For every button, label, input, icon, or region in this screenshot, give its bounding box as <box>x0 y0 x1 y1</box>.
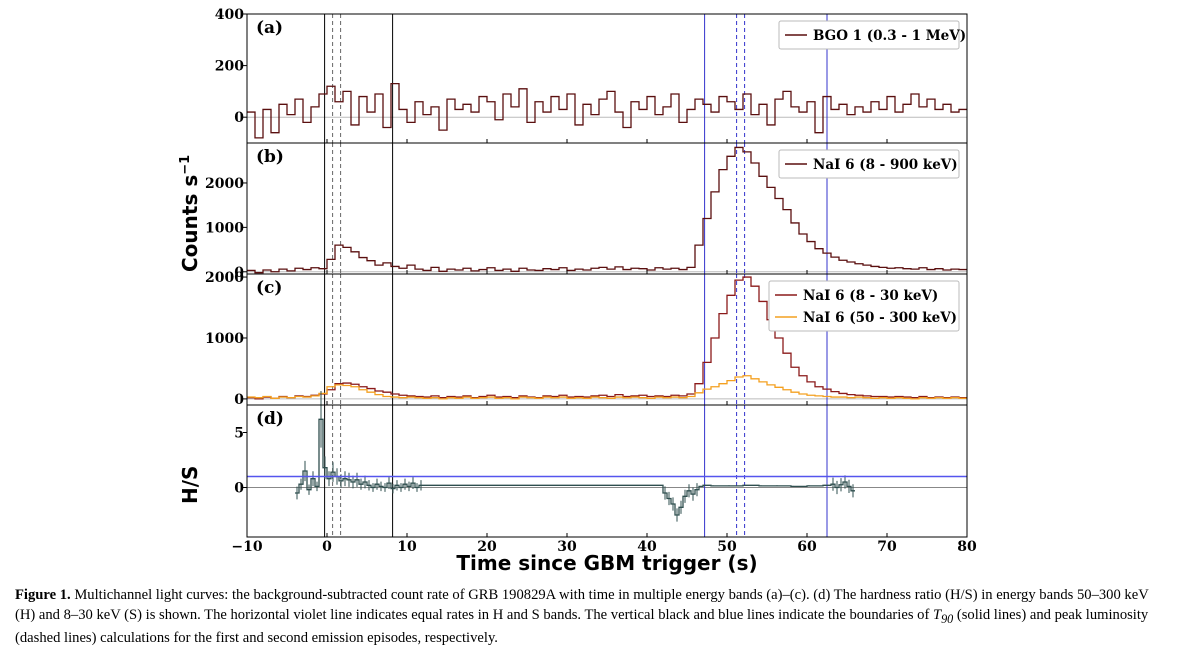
x-tick-label: 30 <box>557 539 577 555</box>
y-tick-label: 1000 <box>205 220 244 236</box>
panel-label: (c) <box>256 278 282 298</box>
caption-text-2: (solid lines) and peak luminosity (dashe… <box>15 606 1149 646</box>
panel-frame <box>246 404 968 538</box>
series-line-2-1 <box>247 375 967 400</box>
panel-0: 0 200 400 (a) BGO 1 (0.3 - 1 MeV) <box>215 7 968 144</box>
panel-label: (d) <box>256 409 284 429</box>
legend-label: NaI 6 (8 - 900 keV) <box>813 157 958 173</box>
y-tick-label: 2000 <box>205 176 244 192</box>
caption-t90: T90 <box>932 606 954 626</box>
y-tick-label: 0 <box>234 265 244 281</box>
series-line-2-0 <box>247 276 967 400</box>
x-tick-label: 50 <box>717 539 737 555</box>
series-line-3-0 <box>295 418 855 516</box>
legend-box <box>778 20 960 50</box>
panel-2: 0 1000 2000 (c) NaI 6 (8 - 30 keV) NaI 6 (50 … <box>205 270 968 408</box>
panel-1: 0 1000 2000 (b) NaI 6 (8 - 900 keV) <box>205 142 968 281</box>
y-tick-label: 5 <box>234 426 244 442</box>
x-tick-label: 0 <box>322 539 332 555</box>
legend-box <box>768 280 960 332</box>
y-axis-label-counts: Counts s−1 <box>178 155 202 272</box>
y-tick-label: 2000 <box>205 270 244 286</box>
y-axis-label-hs: H/S <box>178 466 202 504</box>
y-tick-label: 0 <box>234 110 244 126</box>
figure-caption: Figure 1. Multichannel light curves: the… <box>15 586 1165 648</box>
legend-label: NaI 6 (8 - 30 keV) <box>803 288 938 304</box>
x-tick-label: 10 <box>397 539 417 555</box>
x-tick-label: 80 <box>957 539 977 555</box>
x-axis-label: Time since GBM trigger (s) <box>456 551 757 575</box>
legend-label: BGO 1 (0.3 - 1 MeV) <box>813 28 966 44</box>
legend-box <box>778 149 960 179</box>
y-tick-label: 400 <box>215 7 244 23</box>
panel-label: (a) <box>256 18 283 38</box>
y-tick-label: 1000 <box>205 331 244 347</box>
x-tick-label: 20 <box>477 539 497 555</box>
caption-label: Figure 1. <box>15 587 71 603</box>
series-line-0-0 <box>247 83 967 139</box>
y-tick-label: 200 <box>215 59 244 75</box>
y-tick-label: 0 <box>234 392 244 408</box>
series-line-1-0 <box>247 146 967 274</box>
y-tick-label: 0 <box>234 481 244 497</box>
caption-text-1: Multichannel light curves: the backgroun… <box>15 587 1149 623</box>
panel-3: 0 5 (d) <box>234 391 968 538</box>
x-tick-label: −10 <box>231 539 262 555</box>
x-tick-label: 40 <box>637 539 657 555</box>
panel-label: (b) <box>256 147 284 167</box>
legend-label: NaI 6 (50 - 300 keV) <box>803 310 957 326</box>
x-tick-label: 70 <box>877 539 897 555</box>
x-tick-label: 60 <box>797 539 817 555</box>
